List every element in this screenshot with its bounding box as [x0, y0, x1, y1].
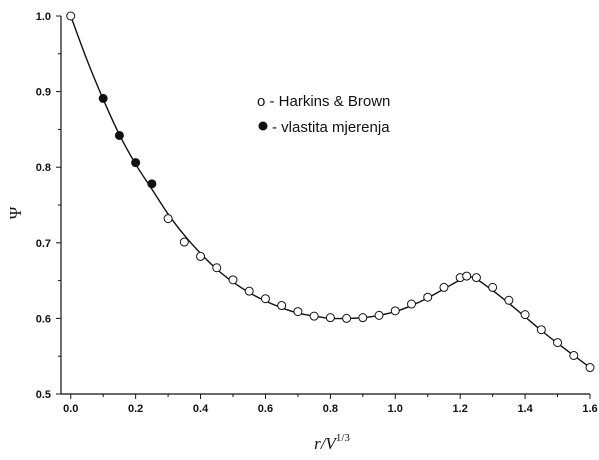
- data-point-harkins-brown: [260, 294, 270, 304]
- fit-curve-layer: [70, 15, 591, 369]
- plot-axes: [60, 16, 590, 395]
- data-point-harkins-brown: [358, 313, 368, 323]
- data-point-harkins-brown: [488, 282, 498, 292]
- data-point-harkins-brown: [520, 310, 530, 320]
- data-point-harkins-brown: [569, 350, 579, 360]
- data-point-harkins-brown: [244, 286, 254, 296]
- x-tick-label: 1.4: [517, 403, 533, 415]
- x-tick-label: 1.2: [453, 403, 468, 415]
- y-axis-label: Ψ: [6, 206, 25, 219]
- y-tick-label: 0.7: [36, 238, 51, 250]
- data-point-harkins-brown: [309, 311, 319, 321]
- data-point-harkins-brown: [374, 310, 384, 320]
- y-tick-label: 1.0: [36, 11, 51, 23]
- data-point-harkins-brown: [228, 275, 238, 285]
- legend-entry-harkins-brown: o - Harkins & Brown: [257, 93, 390, 110]
- x-tick-label: 0.4: [193, 403, 209, 415]
- y-tick-label: 0.6: [36, 313, 51, 325]
- data-point-harkins-brown: [471, 273, 481, 283]
- x-tick-label: 1.6: [582, 403, 597, 415]
- data-point-harkins-brown: [536, 325, 546, 335]
- y-tick-label: 0.9: [36, 87, 51, 99]
- data-point-harkins-brown: [342, 313, 352, 323]
- x-axis-label-base: r/V: [314, 434, 338, 453]
- tick-marks: 0.0 0.2 0.4 0.6 0.8 1.0 1.2 1.4 1.6 0.5 0.6 0.7 0.8 0…: [36, 11, 598, 415]
- x-axis-label-sup: 1/3: [336, 432, 351, 444]
- x-tick-label: 0.0: [63, 403, 78, 415]
- x-tick-label: 0.6: [258, 403, 273, 415]
- x-tick-label: 1.0: [388, 403, 403, 415]
- data-point-harkins-brown: [390, 306, 400, 316]
- data-point-harkins-brown: [66, 11, 76, 21]
- x-tick-label: 0.8: [323, 403, 338, 415]
- data-point-harkins-brown: [553, 338, 563, 348]
- x-tick-label: 0.2: [128, 403, 143, 415]
- data-point-harkins-brown: [277, 301, 287, 311]
- data-points: [66, 11, 595, 373]
- data-point-vlastita-mjerenja: [131, 158, 141, 168]
- data-point-harkins-brown: [439, 282, 449, 292]
- fit-curve: [70, 15, 591, 369]
- data-point-harkins-brown: [179, 237, 189, 247]
- legend-entry-vlastita-mjerenja: - vlastita mjerenja: [272, 119, 390, 136]
- data-point-harkins-brown: [504, 295, 514, 305]
- data-point-harkins-brown: [585, 363, 595, 373]
- y-tick-label: 0.5: [36, 389, 51, 401]
- data-point-harkins-brown: [325, 313, 335, 323]
- data-point-harkins-brown: [293, 307, 303, 317]
- x-axis-label: r/V1/3: [314, 432, 350, 453]
- data-point-harkins-brown: [423, 292, 433, 302]
- data-point-vlastita-mjerenja: [98, 93, 108, 103]
- data-point-harkins-brown: [212, 263, 222, 273]
- data-point-vlastita-mjerenja: [147, 179, 157, 189]
- legend: o - Harkins & Brown - vlastita mjerenja: [257, 93, 390, 136]
- y-tick-label: 0.8: [36, 162, 51, 174]
- legend-marker-vlastita: [258, 121, 268, 131]
- data-point-harkins-brown: [196, 251, 206, 261]
- data-point-harkins-brown: [407, 299, 417, 309]
- data-point-harkins-brown: [462, 271, 472, 281]
- data-point-harkins-brown: [163, 214, 173, 224]
- data-point-vlastita-mjerenja: [114, 130, 124, 140]
